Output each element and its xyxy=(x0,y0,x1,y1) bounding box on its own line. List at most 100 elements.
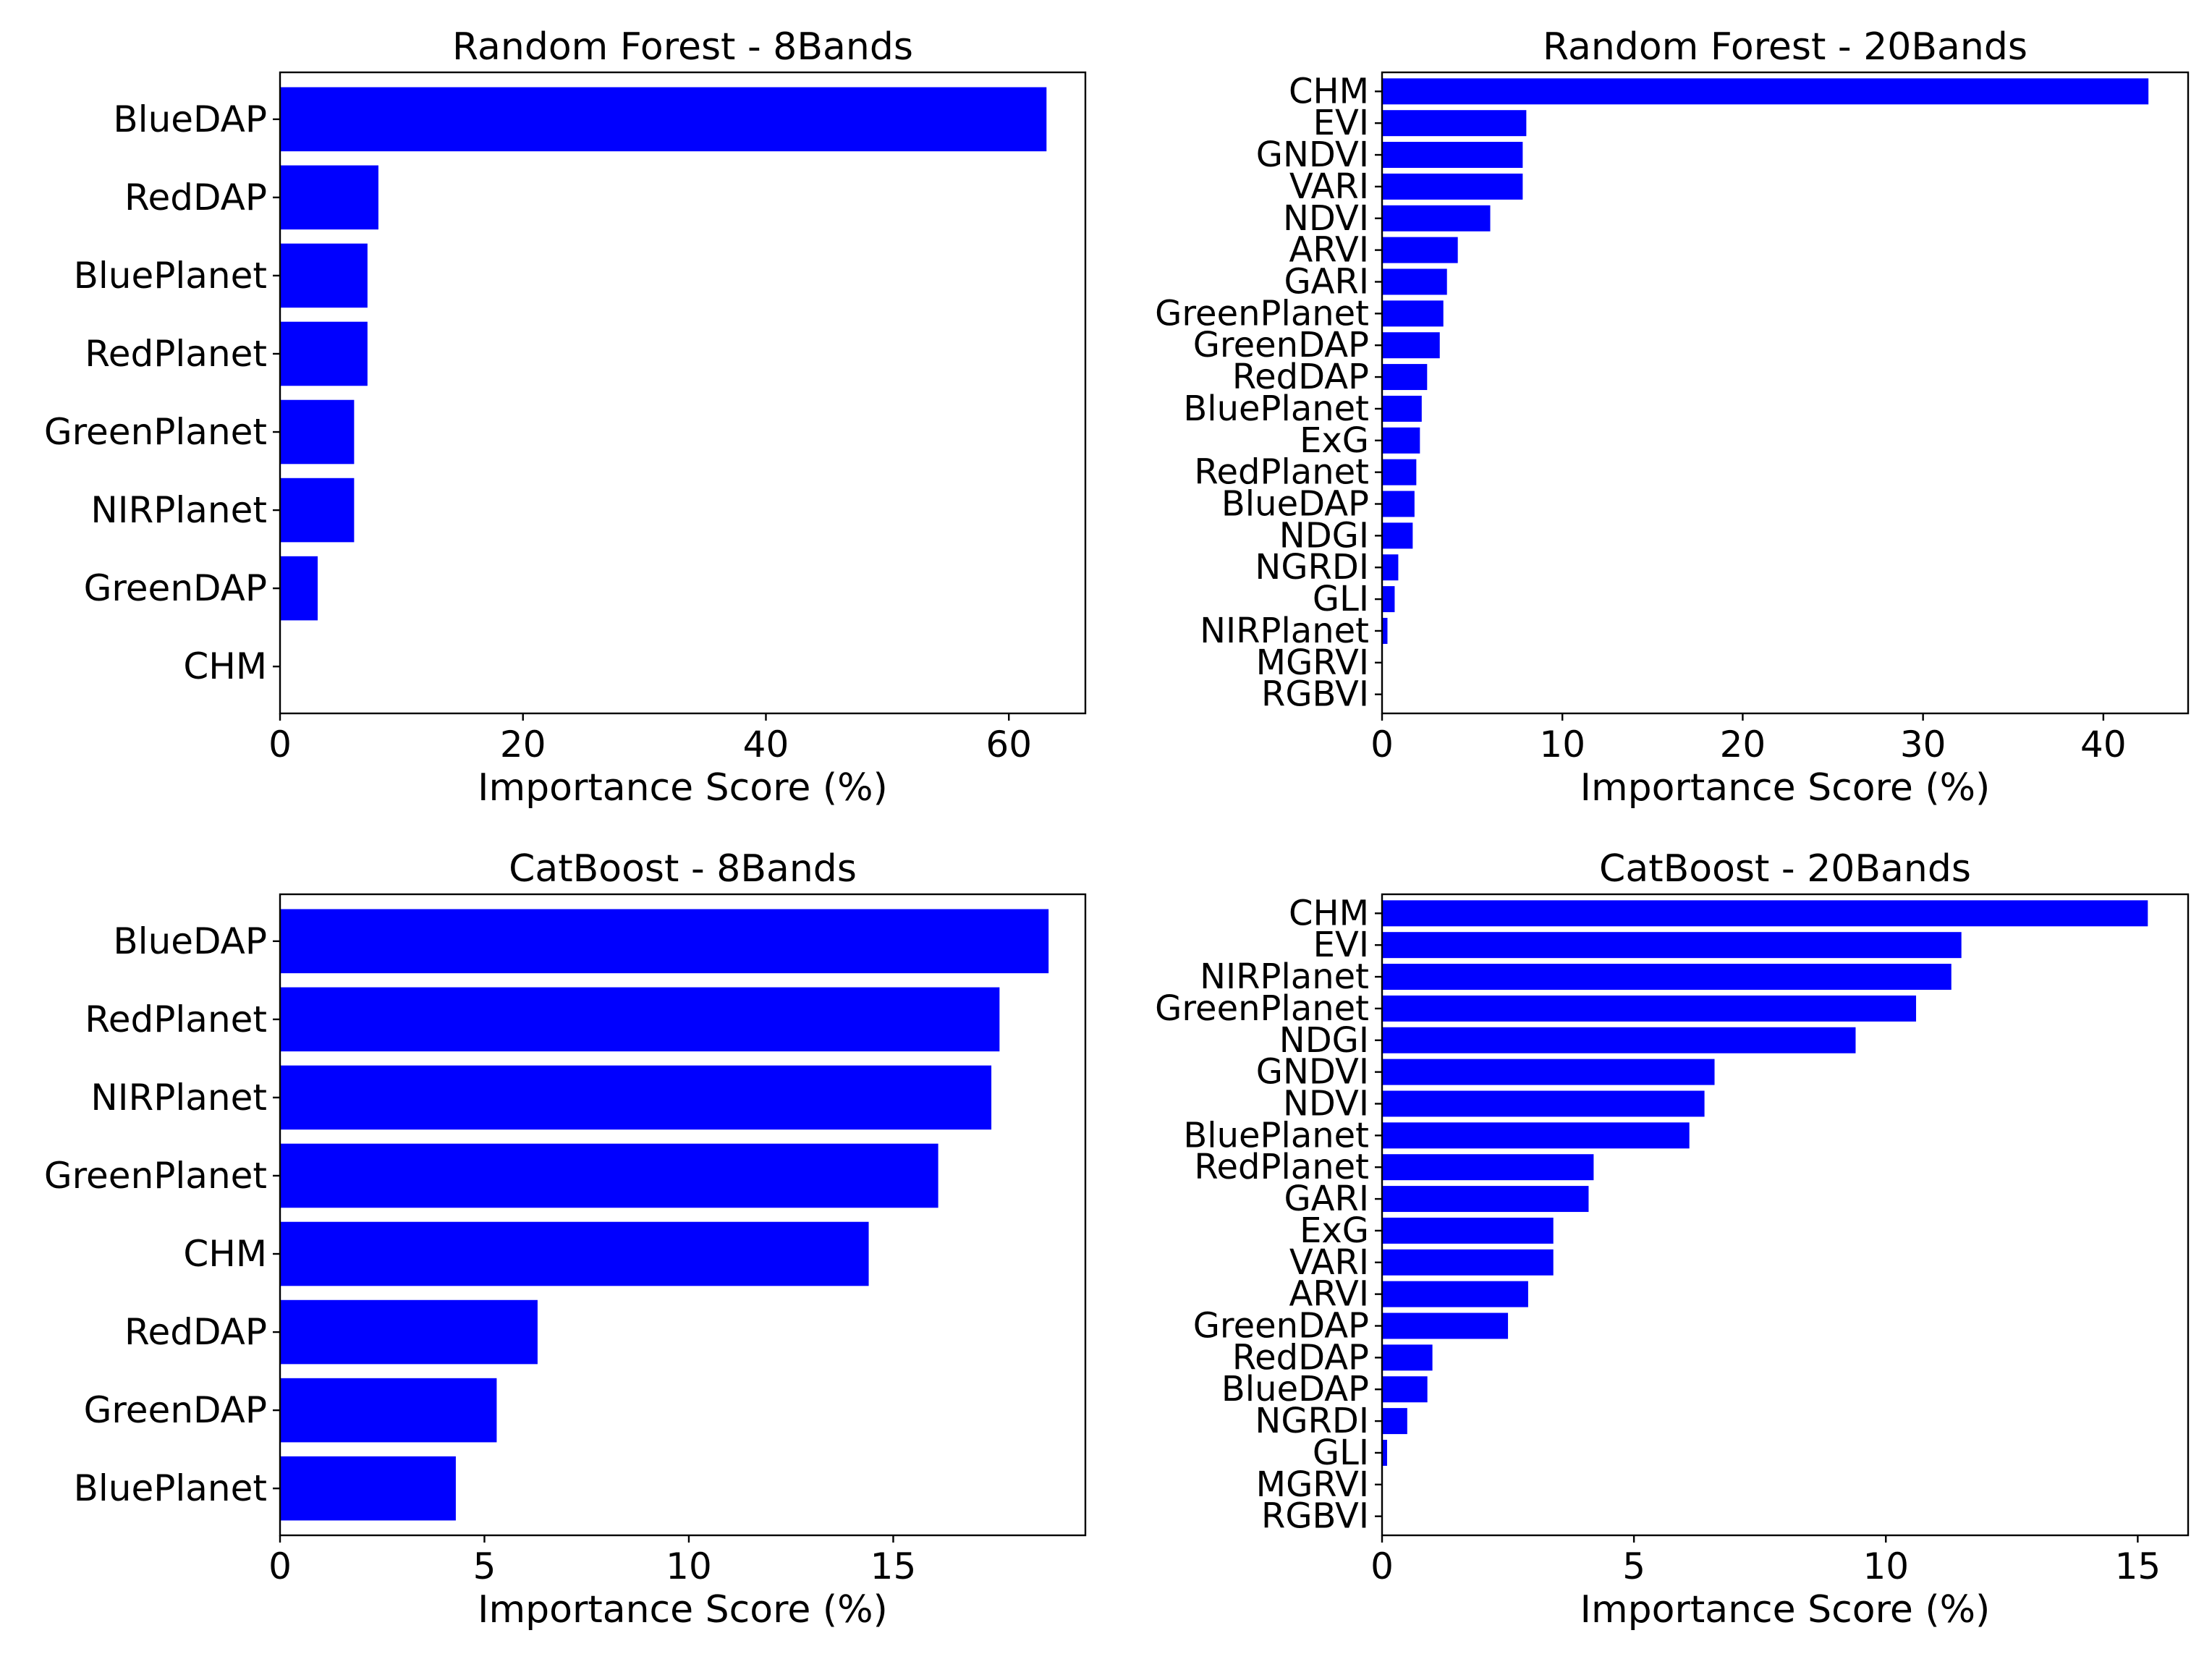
chart2-bar-nirplanet xyxy=(1382,617,1388,644)
chart1-bar-greendap xyxy=(280,556,318,621)
chart2-xtick-label: 10 xyxy=(1539,724,1585,765)
chart1-bar-reddap xyxy=(280,165,378,230)
chart2-bar-vari xyxy=(1382,173,1523,200)
chart2-ytick-label: MGRVI xyxy=(1256,642,1369,683)
chart1-bar-redplanet xyxy=(280,321,368,386)
chart4-xlabel: Importance Score (%) xyxy=(1580,1588,1991,1632)
chart2-ytick-label: RedDAP xyxy=(1232,357,1369,397)
chart4-ytick-label: GNDVI xyxy=(1256,1052,1369,1093)
chart2-ytick-label: NGRDI xyxy=(1255,547,1369,588)
chart1-bar-bluedap xyxy=(280,87,1047,152)
chart1-ytick-label: RedPlanet xyxy=(85,333,267,375)
chart1-axes-frame xyxy=(279,71,1087,715)
chart4-ytick-label: ARVI xyxy=(1289,1274,1369,1315)
chart1-bar-blueplanet xyxy=(280,243,368,308)
chart3-bar-bluedap xyxy=(280,909,1049,974)
chart2-ytick-label: ExG xyxy=(1300,420,1369,461)
chart4-bar-blueplanet xyxy=(1382,1122,1690,1149)
chart2-bar-ngrdi xyxy=(1382,554,1399,581)
chart2-bar-redplanet xyxy=(1382,459,1417,485)
chart2-ytick-label: ARVI xyxy=(1289,230,1369,271)
chart4-bar-gndvi xyxy=(1382,1059,1715,1085)
chart2-bar-ndgi xyxy=(1382,522,1413,549)
chart2-bar-bluedap xyxy=(1382,491,1415,517)
chart4-bar-greenplanet xyxy=(1382,995,1917,1022)
chart4-ytick-label: ExG xyxy=(1300,1210,1369,1251)
chart4-ytick-label: GreenDAP xyxy=(1193,1306,1369,1346)
chart2-title: Random Forest - 20Bands xyxy=(1543,25,2027,69)
chart3-bar-reddap xyxy=(280,1299,538,1365)
chart1-xtick-label: 20 xyxy=(500,724,546,765)
chart2-axes-frame xyxy=(1381,71,2190,715)
chart3-bar-nirplanet xyxy=(280,1065,992,1130)
chart1-ytick-label: NIRPlanet xyxy=(90,489,267,531)
chart4-ytick-label: RGBVI xyxy=(1261,1496,1369,1537)
chart3-title: CatBoost - 8Bands xyxy=(509,847,857,891)
chart2-bar-greenplanet xyxy=(1382,300,1444,327)
chart4-bar-greendap xyxy=(1382,1312,1509,1339)
chart4-title: CatBoost - 20Bands xyxy=(1599,847,1971,891)
chart2-bar-reddap xyxy=(1382,364,1428,391)
chart4-ytick-label: VARI xyxy=(1289,1242,1369,1283)
chart2-ytick-label: NDVI xyxy=(1283,198,1369,239)
chart4-ytick-label: RedPlanet xyxy=(1194,1147,1369,1187)
chart4-bar-ngrdi xyxy=(1382,1408,1407,1435)
chart1-ytick-label: BlueDAP xyxy=(113,98,267,140)
chart3-bar-chm xyxy=(280,1221,869,1286)
chart4-ytick-label: NGRDI xyxy=(1255,1401,1369,1441)
chart4-ytick-label: CHM xyxy=(1289,893,1369,933)
chart3-ytick-label: RedDAP xyxy=(124,1311,267,1353)
chart2-ytick-label: NDGI xyxy=(1279,515,1369,556)
chart4-bar-chm xyxy=(1382,900,2148,927)
chart2-bar-evi xyxy=(1382,110,1527,137)
chart2-ytick-label: RedPlanet xyxy=(1194,452,1369,493)
chart4-bar-arvi xyxy=(1382,1281,1528,1307)
chart3-xtick-label: 0 xyxy=(268,1545,292,1587)
chart4-ytick-label: MGRVI xyxy=(1256,1464,1369,1505)
chart1-ytick-label: CHM xyxy=(183,645,267,687)
chart2-bar-gari xyxy=(1382,268,1447,295)
chart4-bar-nirplanet xyxy=(1382,964,1952,991)
chart3-ytick-label: NIRPlanet xyxy=(90,1077,267,1119)
chart3-ytick-label: CHM xyxy=(183,1233,267,1275)
chart1-title: Random Forest - 8Bands xyxy=(452,25,913,69)
chart4-axes-frame xyxy=(1381,893,2190,1537)
chart2-xtick-label: 20 xyxy=(1720,724,1766,765)
chart2-ytick-label: BlueDAP xyxy=(1221,484,1369,525)
chart2-ytick-label: GreenDAP xyxy=(1193,325,1369,365)
chart2-bar-chm xyxy=(1382,78,2149,105)
chart2-xtick-label: 0 xyxy=(1370,724,1394,765)
chart4-bar-evi xyxy=(1382,932,1962,959)
chart2-bar-ndvi xyxy=(1382,205,1491,232)
chart4-ytick-label: EVI xyxy=(1313,925,1369,965)
chart2-ytick-label: VARI xyxy=(1289,166,1369,207)
chart3-ytick-label: RedPlanet xyxy=(85,998,267,1040)
chart4-ytick-label: NDGI xyxy=(1279,1020,1369,1061)
chart4-ytick-label: GreenPlanet xyxy=(1155,988,1369,1029)
chart4-bar-bluedap xyxy=(1382,1376,1428,1403)
chart2-bar-greendap xyxy=(1382,332,1440,359)
chart2-bar-exg xyxy=(1382,427,1420,454)
chart4-xtick-label: 0 xyxy=(1370,1545,1394,1587)
chart4-bar-exg xyxy=(1382,1217,1554,1244)
chart4-bar-ndvi xyxy=(1382,1090,1705,1117)
chart2-xlabel: Importance Score (%) xyxy=(1580,766,1991,810)
chart2-ytick-label: GreenPlanet xyxy=(1155,293,1369,334)
chart3-bar-greenplanet xyxy=(280,1143,938,1208)
chart1-xtick-label: 0 xyxy=(268,724,292,765)
chart4-ytick-label: GARI xyxy=(1284,1179,1369,1219)
chart1-xlabel: Importance Score (%) xyxy=(478,766,888,810)
chart1-ytick-label: GreenPlanet xyxy=(44,411,267,453)
chart3-bar-greendap xyxy=(280,1378,497,1443)
chart1-ytick-label: GreenDAP xyxy=(84,567,267,609)
chart3-bar-redplanet xyxy=(280,987,1000,1052)
chart4-ytick-label: NDVI xyxy=(1283,1083,1369,1124)
chart2-ytick-label: GLI xyxy=(1313,579,1369,619)
chart1-ytick-label: BluePlanet xyxy=(74,255,267,297)
chart3-xlabel: Importance Score (%) xyxy=(478,1588,888,1632)
chart3-ytick-label: BlueDAP xyxy=(113,920,267,962)
chart4-ytick-label: GLI xyxy=(1313,1433,1369,1473)
chart4-bar-gari xyxy=(1382,1186,1589,1213)
chart2-bar-arvi xyxy=(1382,237,1458,263)
